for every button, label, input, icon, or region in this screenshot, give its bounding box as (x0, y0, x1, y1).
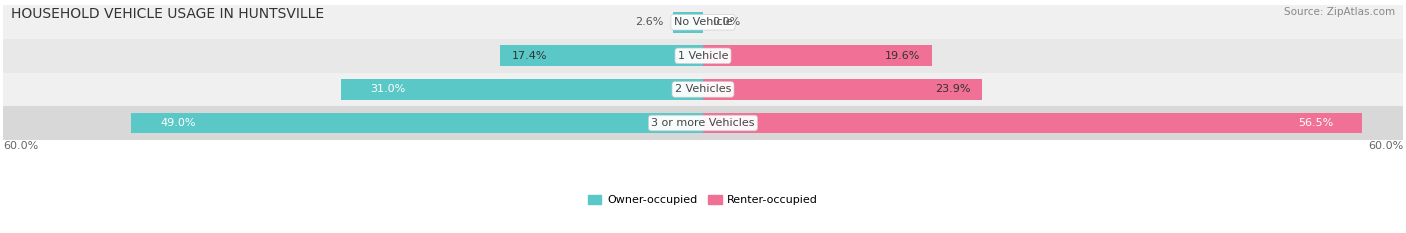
Bar (3, 106, 1403, 140)
Text: 60.0%: 60.0% (1368, 141, 1403, 151)
Text: 0.0%: 0.0% (713, 17, 741, 27)
Bar (703, 113, 1362, 134)
Bar (501, 45, 703, 66)
Text: 60.0%: 60.0% (3, 141, 38, 151)
Text: 19.6%: 19.6% (884, 51, 920, 61)
Legend: Owner-occupied, Renter-occupied: Owner-occupied, Renter-occupied (583, 190, 823, 209)
Bar (703, 45, 932, 66)
Text: 23.9%: 23.9% (935, 84, 970, 94)
Text: 2.6%: 2.6% (636, 17, 664, 27)
Text: 2 Vehicles: 2 Vehicles (675, 84, 731, 94)
Text: 49.0%: 49.0% (160, 118, 195, 128)
Text: 31.0%: 31.0% (370, 84, 406, 94)
Text: 1 Vehicle: 1 Vehicle (678, 51, 728, 61)
Text: 17.4%: 17.4% (512, 51, 547, 61)
Text: HOUSEHOLD VEHICLE USAGE IN HUNTSVILLE: HOUSEHOLD VEHICLE USAGE IN HUNTSVILLE (11, 7, 325, 21)
Bar (3, 5, 1403, 39)
Text: 3 or more Vehicles: 3 or more Vehicles (651, 118, 755, 128)
Bar (672, 12, 703, 33)
Text: Source: ZipAtlas.com: Source: ZipAtlas.com (1284, 7, 1395, 17)
Text: 56.5%: 56.5% (1298, 118, 1333, 128)
Bar (703, 79, 981, 100)
Bar (342, 79, 703, 100)
Text: No Vehicle: No Vehicle (673, 17, 733, 27)
Bar (3, 73, 1403, 106)
Bar (3, 39, 1403, 73)
Bar (131, 113, 703, 134)
